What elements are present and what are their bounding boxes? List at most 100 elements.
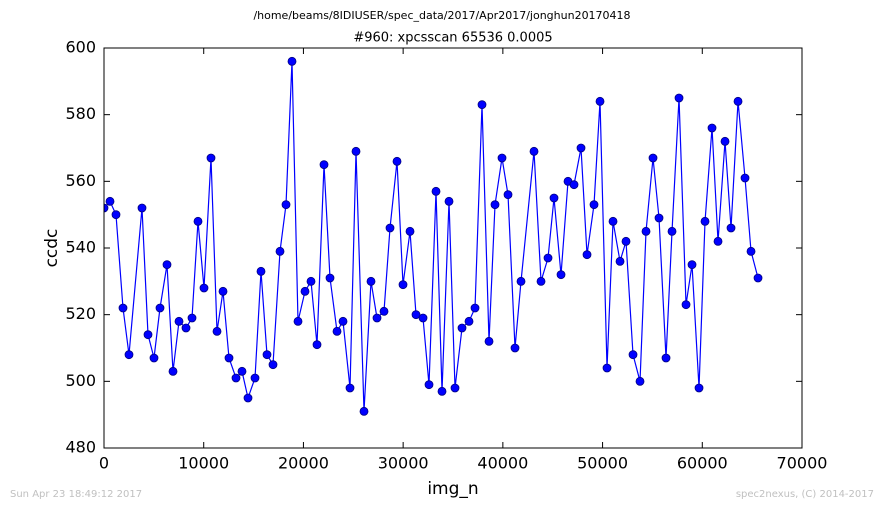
data-point [168, 366, 178, 376]
data-point [300, 286, 310, 296]
x-tick-label: 50000 [577, 454, 628, 473]
data-point [243, 393, 253, 403]
data-point [359, 406, 369, 416]
data-line [104, 61, 759, 412]
x-tick-label: 70000 [777, 454, 828, 473]
data-point [667, 226, 677, 236]
data-point [199, 283, 209, 293]
data-point [477, 100, 487, 110]
data-point [654, 213, 664, 223]
data-point [648, 153, 658, 163]
data-point [510, 343, 520, 353]
data-point [740, 173, 750, 183]
data-point [457, 323, 467, 333]
data-point [700, 216, 710, 226]
data-point [595, 96, 605, 106]
data-point [118, 303, 128, 313]
data-point [306, 276, 316, 286]
y-tick-label: 500 [65, 371, 96, 390]
data-point [536, 276, 546, 286]
y-tick-label: 480 [65, 438, 96, 457]
suptitle: /home/beams/8IDIUSER/spec_data/2017/Apr2… [253, 9, 630, 22]
chart-title: #960: xpcsscan 65536 0.0005 [353, 31, 552, 46]
data-point [569, 180, 579, 190]
data-point [351, 146, 361, 156]
data-point [720, 136, 730, 146]
data-point [193, 216, 203, 226]
data-point [325, 273, 335, 283]
x-tick-label: 10000 [178, 454, 229, 473]
data-point [411, 310, 421, 320]
data-point [149, 353, 159, 363]
data-point [733, 96, 743, 106]
data-point [275, 246, 285, 256]
data-point [444, 196, 454, 206]
data-point [549, 193, 559, 203]
data-point [484, 336, 494, 346]
data-point [615, 256, 625, 266]
data-point [332, 326, 342, 336]
data-point [628, 350, 638, 360]
data-point [726, 223, 736, 233]
data-point [345, 383, 355, 393]
data-point [713, 236, 723, 246]
data-point [398, 280, 408, 290]
x-axis-label: img_n [427, 479, 478, 499]
x-tick-label: 20000 [278, 454, 329, 473]
data-point [602, 363, 612, 373]
data-point [137, 203, 147, 213]
data-point [250, 373, 260, 383]
data-point [319, 160, 329, 170]
data-point [224, 353, 234, 363]
data-point [237, 366, 247, 376]
data-point [641, 226, 651, 236]
data-point [187, 313, 197, 323]
data-point [424, 380, 434, 390]
x-tick-label: 60000 [677, 454, 728, 473]
data-point [707, 123, 717, 133]
data-point [281, 200, 291, 210]
data-point [379, 306, 389, 316]
data-point [105, 196, 115, 206]
data-point [155, 303, 165, 313]
data-point [293, 316, 303, 326]
data-point [621, 236, 631, 246]
data-point [338, 316, 348, 326]
data-point [206, 153, 216, 163]
data-point [212, 326, 222, 336]
data-point [256, 266, 266, 276]
data-point [516, 276, 526, 286]
y-tick-label: 520 [65, 304, 96, 323]
data-point [418, 313, 428, 323]
data-point [470, 303, 480, 313]
data-point [385, 223, 395, 233]
data-point [589, 200, 599, 210]
data-point [674, 93, 684, 103]
data-point [231, 373, 241, 383]
data-point [687, 260, 697, 270]
footer-right: spec2nexus, (C) 2014-2017 [736, 489, 874, 500]
plot-frame [103, 47, 803, 449]
data-point [661, 353, 671, 363]
data-point [753, 273, 763, 283]
data-point [635, 376, 645, 386]
data-point [162, 260, 172, 270]
data-point [431, 186, 441, 196]
data-point [503, 190, 513, 200]
data-point [372, 313, 382, 323]
data-point [312, 340, 322, 350]
data-point [287, 56, 297, 66]
data-point [392, 156, 402, 166]
data-point [181, 323, 191, 333]
x-tick-label: 0 [99, 454, 109, 473]
data-point [529, 146, 539, 156]
data-point [464, 316, 474, 326]
data-point [262, 350, 272, 360]
y-tick-label: 600 [65, 38, 96, 57]
data-point [366, 276, 376, 286]
data-point [437, 386, 447, 396]
data-point [450, 383, 460, 393]
data-point [556, 270, 566, 280]
data-point [681, 300, 691, 310]
